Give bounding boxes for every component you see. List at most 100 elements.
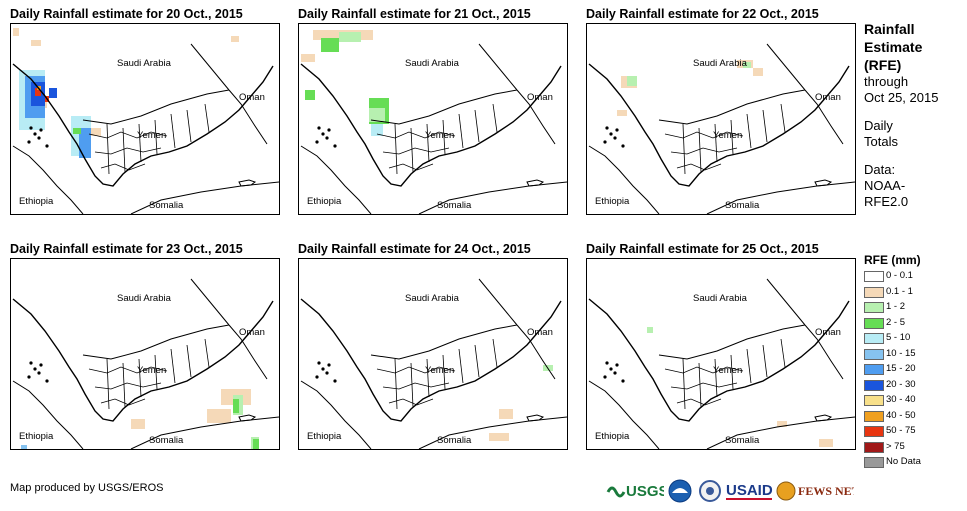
border-line — [370, 89, 518, 125]
legend-label: 50 - 75 — [886, 425, 916, 436]
border-line — [766, 43, 806, 91]
sidebar-data-2: NOAA- — [864, 178, 906, 193]
legend-swatch — [864, 426, 884, 437]
credit-text: Map produced by USGS/EROS — [10, 482, 164, 494]
legend-title: RFE (mm) — [864, 253, 921, 267]
border-line — [478, 278, 518, 326]
map-drawing — [12, 28, 279, 214]
sidebar-data-3: RFE2.0 — [864, 194, 909, 209]
coastline — [588, 298, 850, 422]
label-somalia: Somalia — [437, 435, 472, 446]
rainfall-area — [207, 409, 231, 423]
legend-label: 40 - 50 — [886, 409, 916, 421]
rainfall-area — [21, 445, 27, 449]
rainfall-map: Saudi Arabia Oman Yemen Ethiopia Somalia — [10, 23, 280, 215]
rainfall-area — [321, 38, 339, 52]
label-yemen: Yemen — [425, 365, 455, 376]
rainfall-area — [13, 28, 19, 36]
island — [321, 367, 325, 371]
island — [609, 132, 613, 136]
island — [45, 144, 49, 148]
legend-swatch — [864, 364, 884, 375]
island — [605, 126, 609, 130]
border-line — [706, 416, 855, 449]
label-saudi-arabia: Saudi Arabia — [117, 58, 171, 69]
label-yemen: Yemen — [713, 130, 743, 141]
island — [613, 371, 617, 375]
island — [325, 136, 329, 140]
sidebar-title-1: Rainfall — [864, 21, 915, 37]
socotra-island — [238, 414, 257, 422]
label-saudi-arabia: Saudi Arabia — [693, 58, 747, 69]
rainfall-area — [131, 419, 145, 429]
label-saudi-arabia: Saudi Arabia — [693, 293, 747, 304]
island — [317, 126, 321, 130]
map-drawing — [300, 30, 567, 214]
legend-swatch — [864, 395, 884, 406]
legend-label: 5 - 10 — [886, 332, 911, 343]
island — [27, 375, 31, 379]
rainfall-area — [647, 327, 653, 333]
sidebar-title-3: (RFE) — [864, 57, 902, 73]
svg-text:USAID: USAID — [726, 482, 773, 499]
border-line — [766, 278, 806, 326]
sidebar-through: through — [864, 74, 909, 89]
border-line — [478, 43, 518, 91]
border-line — [804, 324, 844, 380]
sidebar-daily-totals: Daily Totals — [864, 118, 964, 150]
legend-label: > 75 — [886, 440, 905, 452]
island — [603, 375, 607, 379]
governorate-boundaries — [376, 338, 498, 410]
rainfall-area — [499, 409, 513, 419]
rainfall-area — [339, 32, 361, 42]
label-somalia: Somalia — [725, 200, 760, 211]
island — [37, 136, 41, 140]
island — [29, 126, 33, 130]
rainfall-area — [489, 433, 509, 441]
island — [33, 367, 37, 371]
island — [333, 379, 337, 383]
legend-label: 10 - 15 — [886, 347, 916, 359]
sidebar-title-2: Estimate — [864, 39, 923, 55]
label-somalia: Somalia — [149, 435, 184, 446]
border-line — [418, 181, 567, 214]
panel-title: Daily Rainfall estimate for 22 Oct., 201… — [586, 7, 819, 21]
rainfall-map: Saudi Arabia Oman Yemen Ethiopia Somalia — [298, 258, 568, 450]
socotra-island — [526, 179, 545, 187]
border-line — [82, 89, 230, 125]
legend-swatch — [864, 348, 884, 360]
island — [317, 361, 321, 365]
socotra-island — [814, 414, 833, 422]
coastline — [12, 63, 274, 187]
label-ethiopia: Ethiopia — [307, 431, 342, 442]
label-oman: Oman — [527, 92, 553, 103]
island — [33, 132, 37, 136]
island — [37, 371, 41, 375]
island — [615, 363, 619, 367]
island — [621, 379, 625, 383]
sidebar-date: Oct 25, 2015 — [864, 90, 939, 105]
rainfall-map: Saudi Arabia Oman Yemen Ethiopia Somalia — [586, 258, 856, 450]
rainfall-area — [73, 128, 81, 134]
legend-label: 15 - 20 — [886, 363, 916, 374]
legend-swatch — [864, 333, 884, 344]
island — [39, 363, 43, 367]
border-line — [190, 43, 230, 91]
sidebar-daily-1: Daily — [864, 118, 893, 133]
island — [315, 375, 319, 379]
island — [605, 361, 609, 365]
panel-title: Daily Rainfall estimate for 21 Oct., 201… — [298, 7, 531, 21]
legend-label: 0.1 - 1 — [886, 285, 913, 297]
usaid-logo: USAID — [726, 478, 774, 504]
rainfall-area — [79, 128, 91, 158]
legend-label: No Data — [886, 456, 921, 467]
island — [315, 140, 319, 144]
svg-text:USGS: USGS — [626, 483, 664, 500]
island — [39, 128, 43, 132]
label-yemen: Yemen — [137, 130, 167, 141]
governorate-boundaries — [376, 103, 498, 175]
border-line — [418, 416, 567, 449]
legend-swatch — [864, 457, 884, 468]
governorate-boundaries — [88, 338, 210, 410]
rainfall-area — [627, 76, 637, 86]
